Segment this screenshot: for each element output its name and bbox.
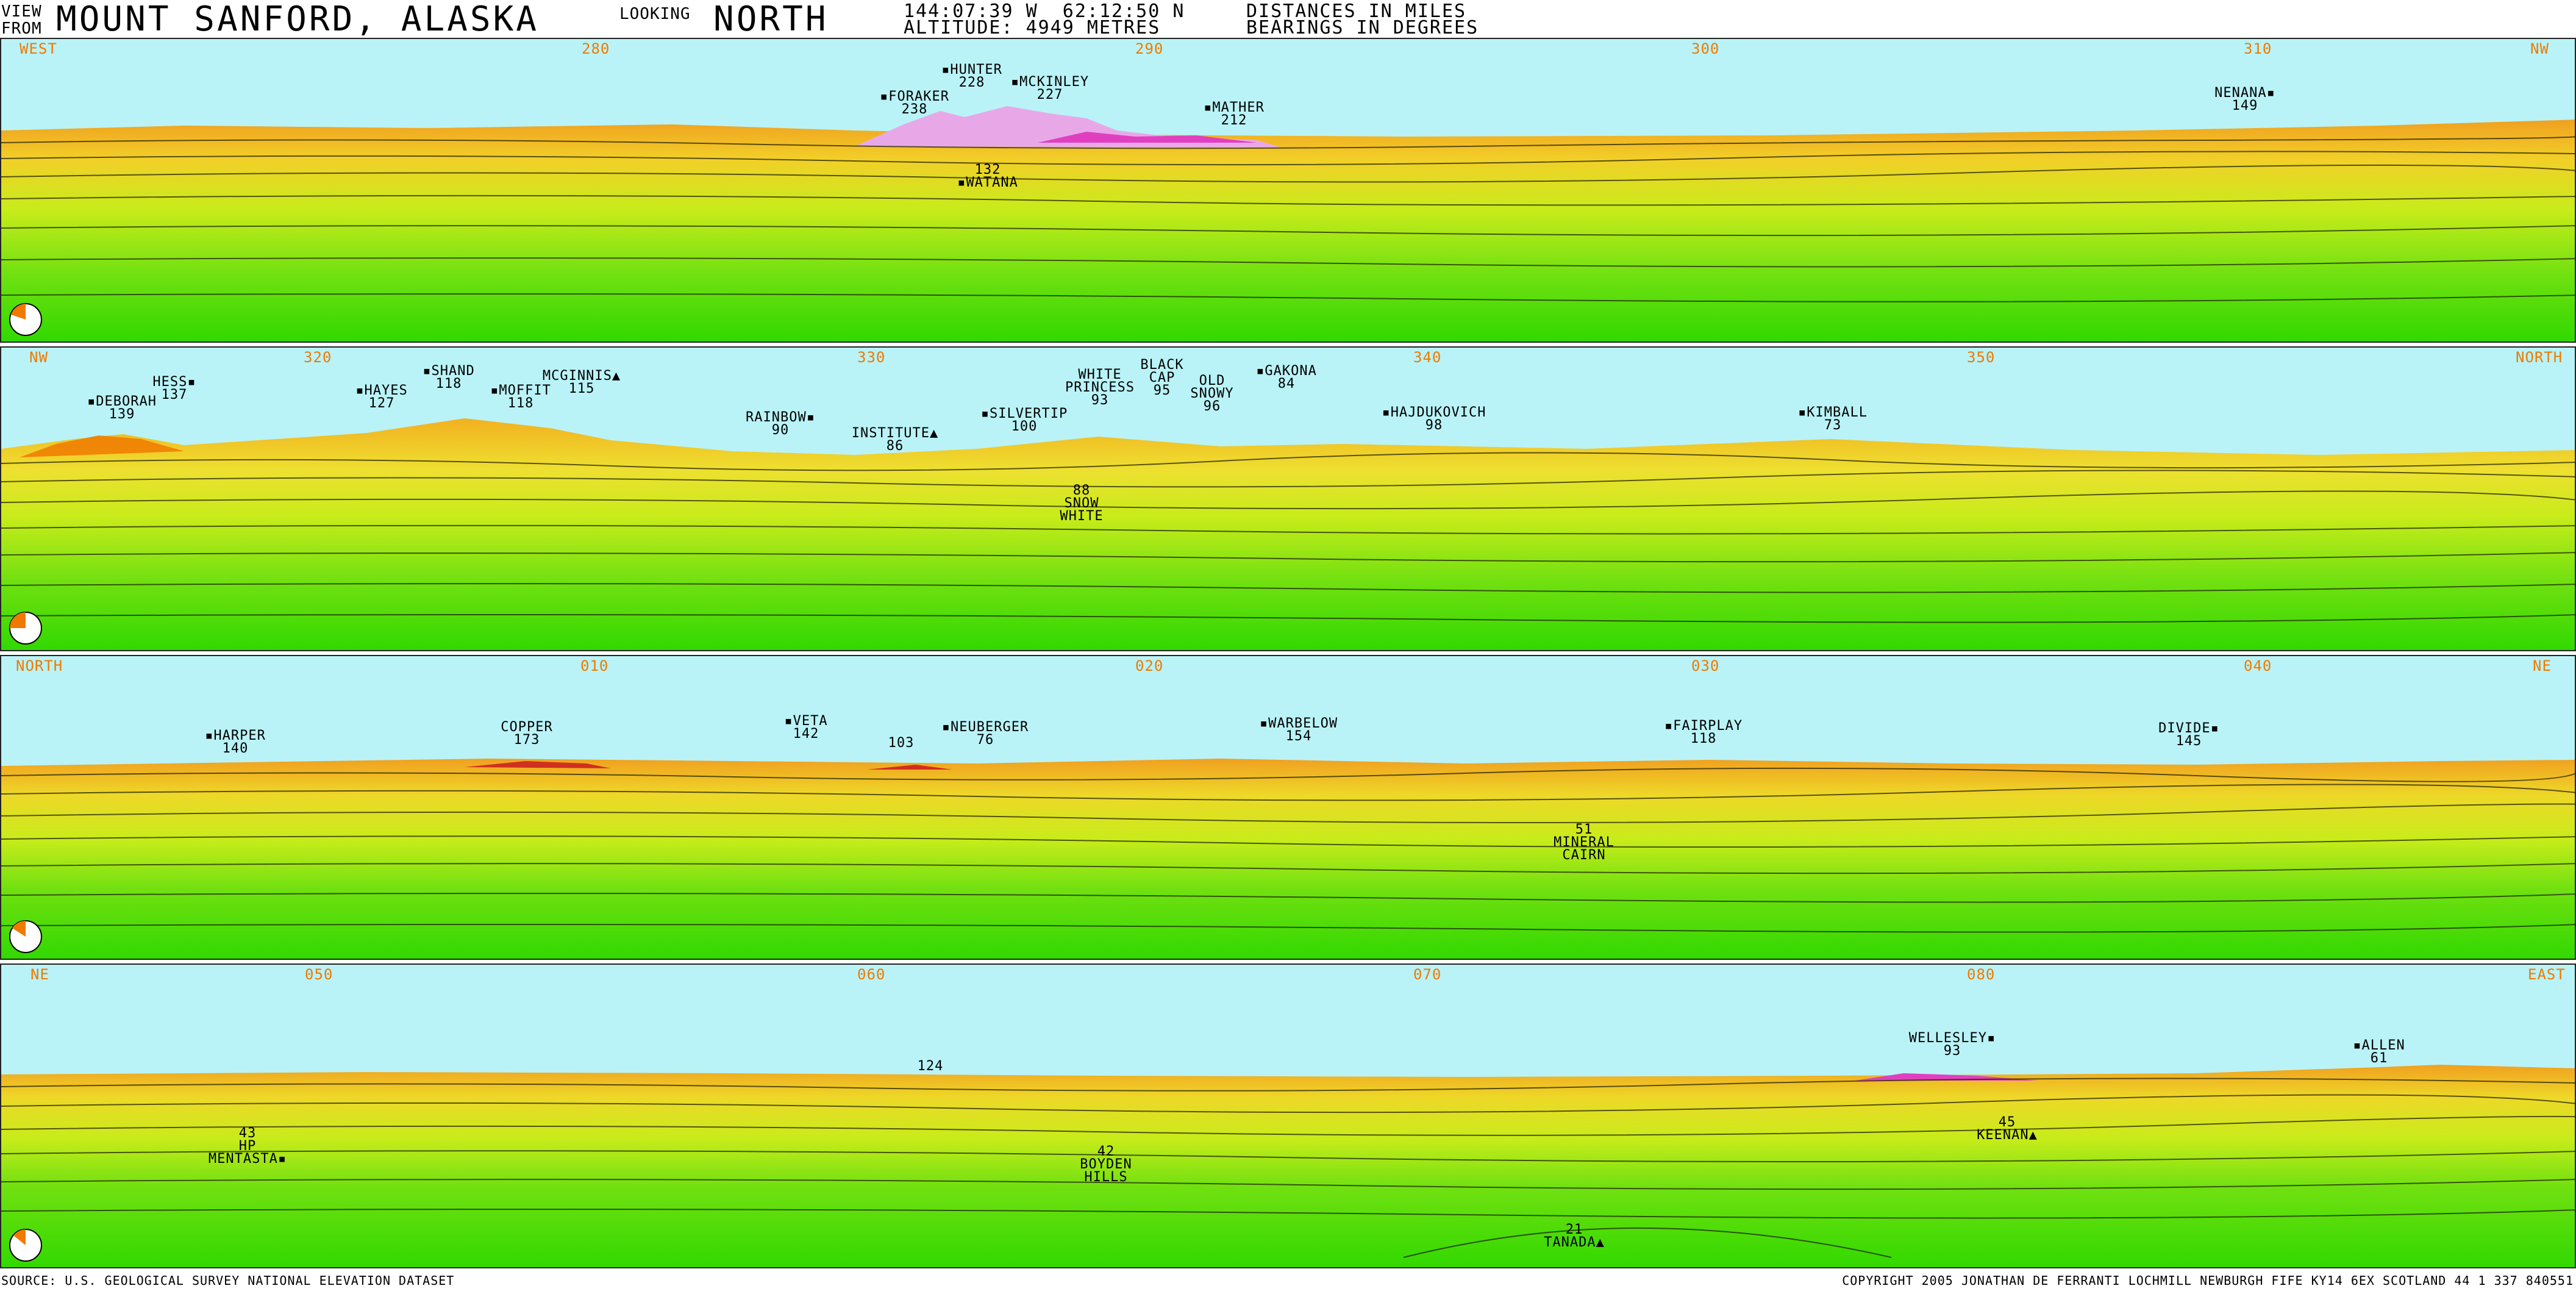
peak-label: 42 BOYDEN HILLS [1080,1144,1132,1185]
peak-label: RAINBOW▪ 90 [746,410,815,438]
bearing-label: 060 [857,966,886,983]
peak-label: WHITE PRINCESS 93 [1065,367,1135,408]
copyright-credit: COPYRIGHT 2005 JONATHAN DE FERRANTI LOCH… [1842,1273,2574,1288]
peak-label: ▪WARBELOW 154 [1259,716,1338,744]
terrain-render [1,348,2575,650]
bearing-label: NORTH [16,657,63,674]
peak-label: 21 TANADA▲ [1544,1222,1605,1250]
bearing-label: 040 [2244,657,2272,674]
view-from-label-2: FROM [1,20,42,38]
bearing-label: 280 [582,40,610,57]
peak-label: ▪SHAND 118 [423,363,475,391]
peak-label: ▪FAIRPLAY 118 [1664,718,1743,746]
peak-label: 43 HP MENTASTA▪ [208,1126,287,1167]
bearing-label: 290 [1135,40,1164,57]
panorama-panel-north-ne: NORTH 010 020 030 040 NE ▪HARPER 140 COP… [0,655,2576,960]
peak-label: ▪FORAKER 238 [880,89,949,117]
terrain-render [1,965,2575,1267]
bearing-label: 350 [1967,349,1996,366]
looking-label: LOOKING [619,5,691,23]
peak-label: ▪KIMBALL 73 [1798,405,1868,433]
bearing-label: 340 [1413,349,1442,366]
peak-label: COPPER 173 [501,720,553,748]
peak-label: 124 [917,1059,944,1074]
bearing-label: 070 [1413,966,1442,983]
direction-title: NORTH [713,0,829,39]
peak-label: 88 SNOW WHITE [1060,483,1104,524]
peak-label: 132 ▪WATANA [957,162,1018,190]
peak-label: ▪HUNTER 228 [941,62,1002,90]
peak-label: ▪SILVERTIP 100 [980,406,1068,434]
panorama-panel-west-nw: WEST 280 290 300 310 NW ▪HUNTER 228 ▪FOR… [0,38,2576,343]
peak-label: ▪HARPER 140 [205,728,266,756]
bearing-label: 300 [1691,40,1720,57]
bearing-label: 310 [2244,40,2272,57]
peak-label: 45 KEENAN▲ [1977,1115,2038,1143]
view-from-label-1: VIEW [1,2,42,21]
bearing-label: WEST [20,40,57,57]
terrain-render [1,656,2575,959]
bearing-label: 050 [305,966,334,983]
place-title: MOUNT SANFORD, ALASKA [56,0,540,39]
peak-label: ▪DEBORAH 139 [87,394,157,422]
peak-label: ▪VETA 142 [784,713,828,742]
peak-label: ▪HAYES 127 [355,383,408,411]
panorama-panel-nw-north: NW 320 330 340 350 NORTH HESS▪ 137 ▪DEBO… [0,346,2576,651]
peak-label: 51 MINERAL CAIRN [1554,822,1614,863]
bearing-label: NW [2530,40,2549,57]
bearing-label: 020 [1135,657,1164,674]
altitude-readout: ALTITUDE: 4949 METRES [904,17,1161,38]
distances-note: DISTANCES IN MILES [1246,1,1467,22]
peak-label: 103 [888,735,915,751]
bearing-label: NW [29,349,48,366]
panorama-panel-ne-east: NE 050 060 070 080 EAST 124 WELLESLEY▪ 9… [0,963,2576,1268]
bearing-label: 320 [304,349,332,366]
bearing-label: 010 [580,657,609,674]
peak-label: DIVIDE▪ 145 [2158,721,2219,749]
bearing-label: EAST [2528,966,2566,983]
bearing-label: 080 [1967,966,1996,983]
peak-label: INSTITUTE▲ 86 [851,426,939,454]
bearing-label: 030 [1691,657,1720,674]
peak-label: BLACK CAP 95 [1140,357,1184,398]
coordinates-readout: 144:07:39 W 62:12:50 N [904,1,1185,22]
peak-label: MCGINNIS▲ 115 [542,368,621,396]
bearing-label: 330 [857,349,886,366]
peak-label: OLD SNOWY 96 [1190,373,1234,414]
terrain-render [1,39,2575,341]
bearings-note: BEARINGS IN DEGREES [1246,17,1479,38]
peak-label: WELLESLEY▪ 93 [1908,1031,1996,1059]
bearing-label: NE [2533,657,2552,674]
peak-label: ▪GAKONA 84 [1256,363,1317,391]
peak-label: ▪MATHER 212 [1204,100,1265,128]
peak-label: NENANA▪ 149 [2214,85,2275,113]
source-credit: SOURCE: U.S. GEOLOGICAL SURVEY NATIONAL … [1,1273,455,1288]
peak-label: ▪NEUBERGER 76 [941,720,1029,748]
peak-label: ▪MOFFIT 118 [490,383,551,411]
title-bar: VIEW FROM MOUNT SANFORD, ALASKA LOOKING … [0,0,2576,38]
peak-label: ▪MCKINLEY 227 [1010,74,1090,102]
peak-label: ▪HAJDUKOVICH 98 [1382,405,1486,433]
peak-label: HESS▪ 137 [152,374,196,402]
bearing-label: NORTH [2516,349,2563,366]
bearing-label: NE [30,966,49,983]
peak-label: ▪ALLEN 61 [2353,1038,2405,1066]
